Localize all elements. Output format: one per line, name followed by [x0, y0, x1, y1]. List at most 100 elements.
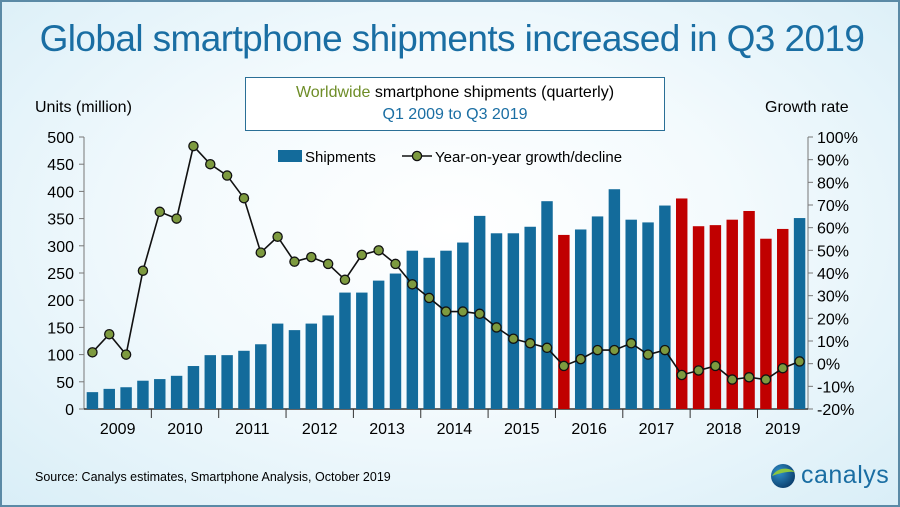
- growth-point: [609, 344, 620, 356]
- shipment-bar: [288, 330, 301, 409]
- shipment-bar: [793, 218, 806, 409]
- shipment-bar: [86, 392, 99, 409]
- y-tick-label: 0: [65, 402, 74, 419]
- growth-point: [524, 338, 536, 349]
- legend-swatch-shipments: [278, 150, 302, 162]
- shipment-bar: [322, 315, 334, 409]
- subtitle-line2: Q1 2009 to Q3 2019: [382, 106, 528, 123]
- growth-point: [440, 306, 452, 317]
- growth-point: [407, 279, 418, 290]
- y-tick-label: 100: [47, 348, 74, 365]
- shipment-bar: [507, 233, 520, 409]
- y2-tick-label: 20%: [817, 311, 849, 328]
- shipment-bar: [423, 257, 435, 409]
- growth-point: [205, 158, 216, 170]
- shipment-bar: [356, 292, 368, 409]
- year-label: 2019: [765, 421, 801, 438]
- growth-point: [171, 213, 182, 224]
- growth-point: [289, 256, 300, 267]
- shipment-bar: [726, 219, 738, 409]
- shipment-bar: [238, 350, 250, 409]
- y2-tick-label: 100%: [817, 130, 858, 147]
- subtitle-rest: smartphone shipments (quarterly): [370, 84, 615, 101]
- y2-tick-label: 80%: [817, 175, 849, 192]
- subtitle-highlight: Worldwide: [295, 84, 371, 101]
- growth-point: [322, 258, 334, 270]
- y2-tick-label: 60%: [817, 221, 849, 238]
- growth-point: [457, 306, 469, 317]
- shipment-bar: [305, 323, 318, 409]
- year-label: 2017: [639, 421, 675, 438]
- shipment-bar: [743, 210, 755, 409]
- growth-point: [104, 328, 115, 340]
- growth-point: [154, 206, 166, 218]
- year-label: 2014: [437, 421, 473, 438]
- growth-point: [710, 360, 721, 372]
- shipment-bar: [574, 229, 587, 409]
- shipment-bar: [558, 234, 570, 409]
- growth-point: [794, 356, 805, 367]
- y2-tick-label: -20%: [817, 402, 854, 419]
- shipment-bar: [709, 225, 722, 409]
- growth-point: [390, 258, 401, 270]
- y2-tick-label: 70%: [817, 198, 849, 215]
- shipment-bar: [204, 355, 217, 409]
- y-tick-label: 500: [47, 130, 74, 147]
- growth-point: [221, 170, 233, 181]
- shipment-bar: [255, 344, 267, 409]
- y-tick-label: 250: [47, 266, 74, 283]
- shipment-bar: [170, 375, 183, 409]
- legend-label-shipments: Shipments: [305, 149, 376, 166]
- y-tick-label: 50: [56, 375, 74, 392]
- shipment-bar: [457, 242, 469, 409]
- shipment-bar: [760, 238, 772, 409]
- shipment-bar: [187, 366, 200, 409]
- shipment-bar: [372, 280, 385, 409]
- subtitle-line1: Worldwide smartphone shipments (quarterl…: [246, 82, 664, 104]
- growth-point: [373, 245, 384, 256]
- year-label: 2016: [571, 421, 607, 438]
- shipment-bar: [103, 388, 115, 409]
- growth-point: [491, 322, 502, 333]
- growth-point: [676, 369, 687, 381]
- legend-marker-growth: [411, 150, 423, 162]
- chart-title: Global smartphone shipments increased in…: [39, 18, 865, 59]
- growth-point: [508, 333, 519, 344]
- shipment-bar: [591, 216, 604, 409]
- y2-tick-label: 0%: [817, 357, 840, 374]
- shipment-bar: [692, 226, 705, 409]
- subtitle-box: Worldwide smartphone shipments (quarterl…: [245, 77, 665, 131]
- shipment-bar: [490, 233, 503, 409]
- growth-point: [474, 308, 485, 320]
- shipment-bar: [389, 273, 402, 409]
- y2-tick-label: 50%: [817, 243, 849, 260]
- growth-point: [592, 344, 603, 356]
- growth-point: [777, 362, 788, 374]
- y-tick-label: 200: [47, 293, 74, 310]
- shipment-bar: [440, 250, 452, 409]
- year-label: 2011: [235, 421, 270, 438]
- growth-point: [137, 265, 149, 276]
- growth-point: [306, 251, 317, 263]
- y2-tick-label: 30%: [817, 289, 849, 306]
- shipment-bar: [524, 226, 536, 409]
- shipment-bar: [120, 387, 132, 409]
- year-label: 2018: [706, 421, 742, 438]
- growth-point: [575, 353, 586, 365]
- shipment-bar: [271, 323, 284, 409]
- growth-point: [272, 231, 283, 242]
- growth-point: [87, 347, 98, 358]
- growth-point: [642, 349, 654, 360]
- year-label: 2009: [100, 421, 136, 438]
- y-tick-label: 300: [47, 239, 74, 256]
- legend-label-growth: Year-on-year growth/decline: [435, 149, 622, 166]
- y-tick-label: 350: [47, 212, 74, 229]
- canalys-logo: canalys: [770, 461, 889, 490]
- logo-text: canalys: [801, 461, 890, 489]
- growth-point: [541, 342, 553, 354]
- growth-point: [356, 249, 368, 261]
- year-label: 2010: [167, 421, 203, 438]
- y-tick-label: 450: [47, 157, 74, 174]
- y-axis-label: Units (million): [35, 99, 132, 116]
